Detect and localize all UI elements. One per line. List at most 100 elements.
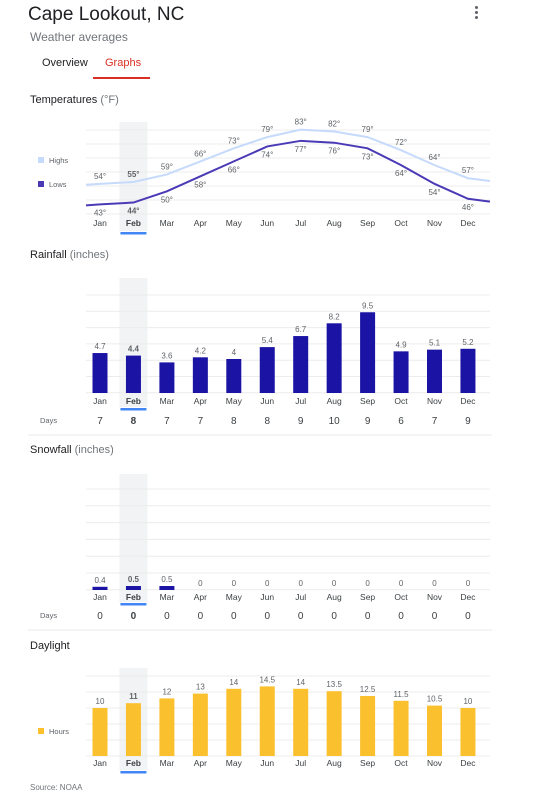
low-value-label: 43° bbox=[94, 208, 106, 217]
month-label: Nov bbox=[427, 592, 443, 602]
days-label: Days bbox=[40, 611, 57, 620]
bar-value-label: 10 bbox=[463, 697, 472, 706]
month-label: Nov bbox=[427, 758, 443, 768]
days-value: 0 bbox=[264, 611, 270, 622]
selected-month-indicator bbox=[120, 408, 147, 411]
bar bbox=[125, 586, 141, 590]
days-value: 10 bbox=[329, 416, 341, 427]
bar bbox=[92, 586, 108, 590]
month-label: Oct bbox=[394, 758, 408, 768]
low-value-label: 77° bbox=[295, 145, 307, 154]
bar bbox=[92, 708, 108, 756]
bar bbox=[293, 336, 309, 393]
highs-line bbox=[85, 128, 491, 186]
month-label: Dec bbox=[460, 758, 476, 768]
month-label: Apr bbox=[194, 218, 207, 228]
high-value-label: 54° bbox=[94, 172, 106, 181]
selected-month-indicator bbox=[120, 232, 147, 235]
days-value: 9 bbox=[298, 416, 304, 427]
month-label: Sep bbox=[360, 758, 375, 768]
month-label: Jul bbox=[295, 758, 306, 768]
daylight-title: Daylight bbox=[30, 640, 70, 652]
bar bbox=[427, 349, 442, 393]
bar bbox=[326, 691, 342, 756]
high-value-label: 59° bbox=[161, 162, 173, 171]
tab-overview[interactable]: Overview bbox=[42, 57, 88, 69]
bar-value-label: 11 bbox=[129, 692, 138, 701]
month-label: Aug bbox=[327, 592, 342, 602]
month-label: Aug bbox=[327, 218, 342, 228]
bar-value-label: 10.5 bbox=[427, 695, 443, 704]
bar bbox=[159, 586, 175, 590]
days-value: 0 bbox=[131, 611, 137, 622]
days-label: Days bbox=[40, 416, 57, 425]
bar bbox=[259, 686, 275, 756]
rainfall-title: Rainfall (inches) bbox=[30, 249, 109, 261]
bar-value-label: 5.1 bbox=[429, 339, 441, 348]
month-label: Aug bbox=[327, 396, 342, 406]
low-value-label: 66° bbox=[228, 165, 240, 174]
month-label: May bbox=[226, 218, 243, 228]
days-value: 0 bbox=[231, 611, 237, 622]
high-value-label: 72° bbox=[395, 138, 407, 147]
bar bbox=[360, 312, 376, 393]
tab-graphs[interactable]: Graphs bbox=[105, 57, 142, 69]
page-title: Cape Lookout, NC bbox=[28, 4, 185, 25]
month-label: Apr bbox=[194, 396, 207, 406]
month-label: Sep bbox=[360, 592, 375, 602]
bar-value-label: 3.6 bbox=[161, 351, 173, 360]
low-value-label: 73° bbox=[362, 152, 374, 161]
bar-value-label: 0.4 bbox=[94, 576, 106, 585]
high-value-label: 82° bbox=[328, 119, 340, 128]
month-label: Nov bbox=[427, 396, 443, 406]
bar-value-label: 14.5 bbox=[259, 675, 275, 684]
days-value: 0 bbox=[97, 611, 103, 622]
bar-value-label: 0 bbox=[432, 579, 437, 588]
snowfall-title: Snowfall (inches) bbox=[30, 444, 114, 456]
days-value: 0 bbox=[365, 611, 371, 622]
month-label: Oct bbox=[394, 218, 408, 228]
bar-value-label: 0.5 bbox=[161, 575, 173, 584]
month-label: May bbox=[226, 592, 243, 602]
month-label: Dec bbox=[460, 218, 476, 228]
bar bbox=[326, 323, 342, 393]
month-label: Jul bbox=[295, 592, 306, 602]
month-label: Oct bbox=[394, 592, 408, 602]
days-value: 0 bbox=[465, 611, 471, 622]
month-label: Jun bbox=[260, 396, 274, 406]
high-value-label: 79° bbox=[362, 125, 374, 134]
month-label: Jun bbox=[260, 758, 274, 768]
page-subtitle: Weather averages bbox=[30, 30, 128, 44]
source-note: Source: NOAA bbox=[30, 783, 83, 792]
lows-line bbox=[85, 139, 491, 207]
month-label: Aug bbox=[327, 758, 342, 768]
more-options-icon[interactable] bbox=[475, 6, 479, 20]
month-label: May bbox=[226, 396, 243, 406]
days-value: 9 bbox=[465, 416, 471, 427]
bar-value-label: 0 bbox=[466, 579, 471, 588]
days-value: 6 bbox=[398, 416, 404, 427]
month-label: Jul bbox=[295, 396, 306, 406]
selected-month-highlight bbox=[119, 474, 148, 602]
highs-legend-swatch bbox=[38, 157, 44, 163]
bar-value-label: 0 bbox=[198, 579, 203, 588]
bar-value-label: 0 bbox=[365, 579, 370, 588]
days-value: 7 bbox=[432, 416, 438, 427]
high-value-label: 79° bbox=[261, 125, 273, 134]
month-label: Mar bbox=[160, 218, 175, 228]
bar-value-label: 14 bbox=[296, 678, 305, 687]
days-value: 7 bbox=[164, 416, 170, 427]
days-value: 7 bbox=[198, 416, 204, 427]
high-value-label: 83° bbox=[295, 118, 307, 127]
bar-value-label: 12 bbox=[162, 687, 171, 696]
bar bbox=[192, 693, 208, 756]
bar-value-label: 11.5 bbox=[394, 690, 410, 699]
month-label: Mar bbox=[160, 758, 175, 768]
low-value-label: 54° bbox=[428, 188, 440, 197]
month-label: Mar bbox=[160, 592, 175, 602]
month-label: Sep bbox=[360, 218, 375, 228]
bar-value-label: 4.9 bbox=[395, 340, 407, 349]
bar-value-label: 5.2 bbox=[462, 338, 474, 347]
days-value: 7 bbox=[97, 416, 103, 427]
